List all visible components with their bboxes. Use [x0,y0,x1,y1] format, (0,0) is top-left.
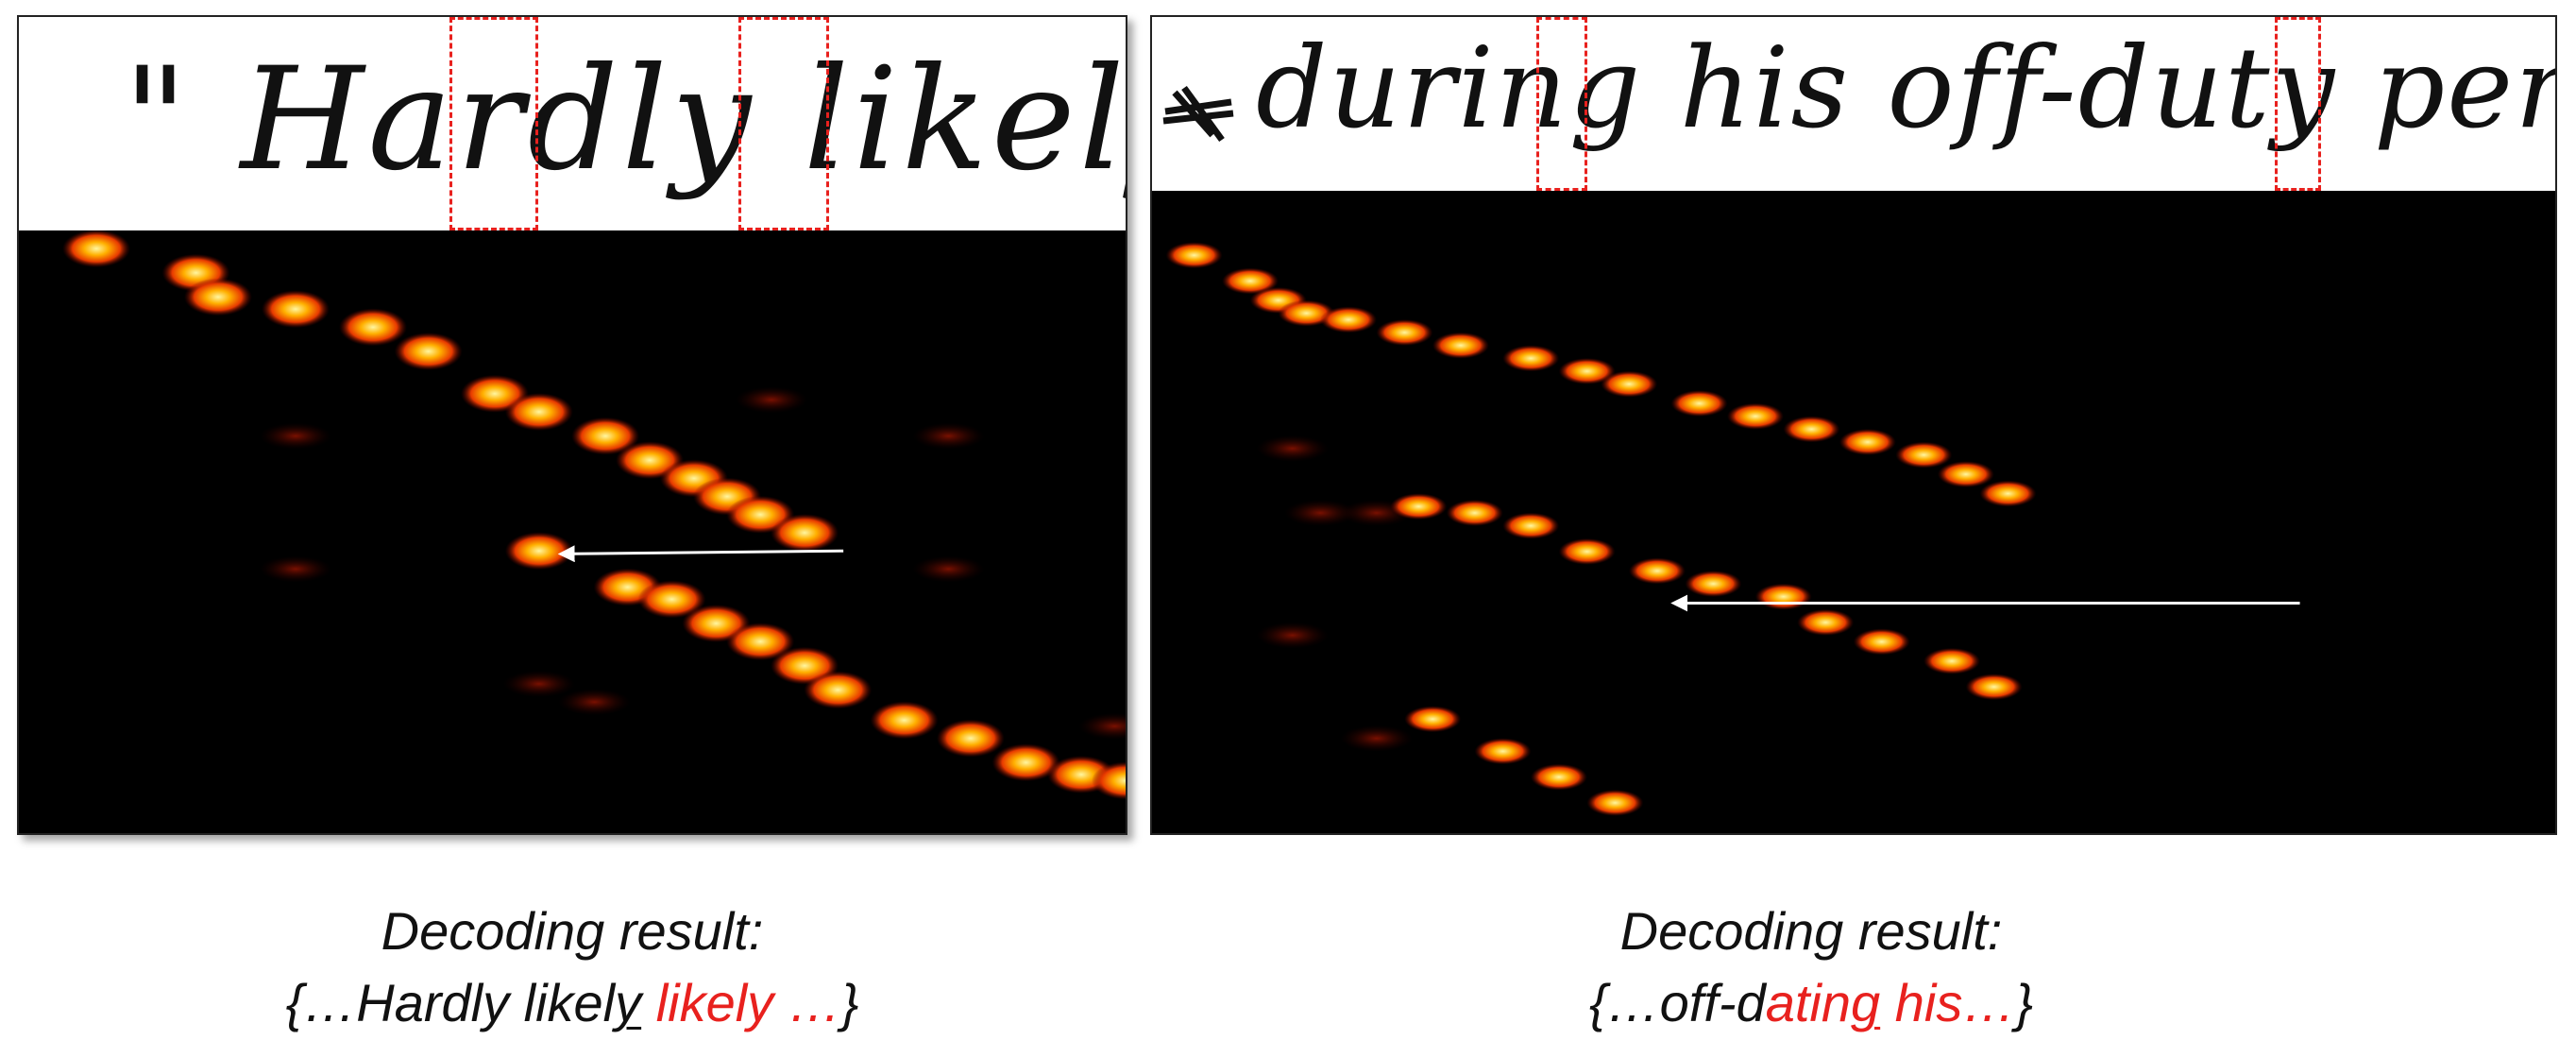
caption-fragment: {…Hardly likel [285,973,616,1032]
attention-peak [1092,761,1126,800]
faint-attention-spot [1256,435,1329,462]
attention-peak [804,671,873,709]
attention-peak [1558,537,1616,565]
attention-peak [1432,332,1489,359]
attention-peak [183,278,252,316]
attention-peak [1754,583,1812,610]
caption-fragment [641,973,656,1032]
attention-peak [1601,370,1658,398]
attention-peak [1895,441,1953,469]
faint-attention-spot [260,555,331,583]
attention-peak [1222,267,1280,295]
attention-peak [62,230,131,268]
attention-peak [771,514,839,552]
faint-attention-spot [1284,500,1357,526]
caption-result: {…Hardly likely likely …} [100,967,1044,1039]
attention-heatmap [1152,191,2555,833]
decoding-caption: Decoding result: {…Hardly likely likely … [100,895,1044,1039]
caption-title: Decoding result: [1619,901,2003,961]
faint-attention-spot [912,422,985,450]
attention-peak [1937,461,1994,488]
attention-peak [1797,608,1855,636]
highlight-box [449,17,538,230]
attention-peak [1376,319,1433,347]
faint-attention-spot [502,671,575,697]
faint-attention-spot [735,386,807,414]
attention-peak [1165,242,1223,269]
attention-peak [726,622,795,661]
attention-peak [1474,738,1532,765]
attention-peak [504,532,573,571]
caption-result: {…off-dating his…} [1339,967,2283,1039]
caption-title: Decoding result: [381,901,764,961]
attention-peak [339,308,408,347]
attention-peak [1853,628,1910,656]
attention-peak [1558,357,1616,384]
caption-fragment: y [615,973,642,1032]
attention-peak [1685,571,1742,598]
attention-peak [1783,416,1840,443]
handwriting-text: during his off-duty periods [1256,23,2555,153]
caption-fragment: } [840,973,859,1032]
attention-peak [504,393,573,431]
handwriting-strip: during his off-duty periods [1152,17,2555,191]
right-attention-figure: during his off-duty periods [1150,15,2557,835]
attention-peak [1670,390,1728,418]
handwriting-text: " Hardly likely , my [123,38,1126,202]
attention-peak [1839,428,1896,455]
attention-peak [1530,763,1587,791]
attention-peak [1979,480,2037,507]
attention-peak [1502,512,1560,539]
highlight-box [737,17,829,230]
faint-attention-spot [260,422,331,450]
attention-peak [1586,789,1644,816]
faint-attention-spot [912,555,985,583]
attention-peak [1390,493,1448,520]
attention-peak [991,743,1060,782]
attention-peak [637,580,706,619]
caption-fragment: likely … [655,973,841,1032]
attention-peak [1320,306,1378,333]
highlight-box [1536,17,1587,191]
attention-peak [1965,673,2023,701]
decoding-caption: Decoding result: {…off-dating his…} [1339,895,2283,1039]
caption-fragment: } [2015,973,2034,1032]
attention-peak [936,719,1005,758]
attention-peak [1628,557,1686,585]
attention-peak [870,701,939,740]
caption-fragment: his… [1880,973,2016,1032]
attention-peak [394,332,463,370]
attention-peak [1446,500,1503,526]
attention-peak [1502,345,1560,372]
left-attention-figure: " Hardly likely , my [17,15,1127,835]
attention-peak [1726,402,1784,430]
handwriting-strip: " Hardly likely , my [19,17,1126,230]
attention-peak [262,290,330,329]
highlight-box [2274,17,2321,191]
attention-jump-arrow [557,545,844,563]
faint-attention-spot [1078,712,1126,740]
faint-attention-spot [558,689,631,716]
attention-peak [1404,706,1462,733]
crossed-out-word [1162,85,1234,143]
caption-fragment: {…off-d [1588,973,1766,1032]
faint-attention-spot [1256,622,1329,649]
faint-attention-spot [1340,725,1413,752]
attention-peak [1924,647,1981,674]
caption-fragment: g [1851,973,1881,1032]
attention-peak [571,417,640,455]
caption-fragment: atin [1765,973,1852,1032]
attention-heatmap [19,230,1126,833]
